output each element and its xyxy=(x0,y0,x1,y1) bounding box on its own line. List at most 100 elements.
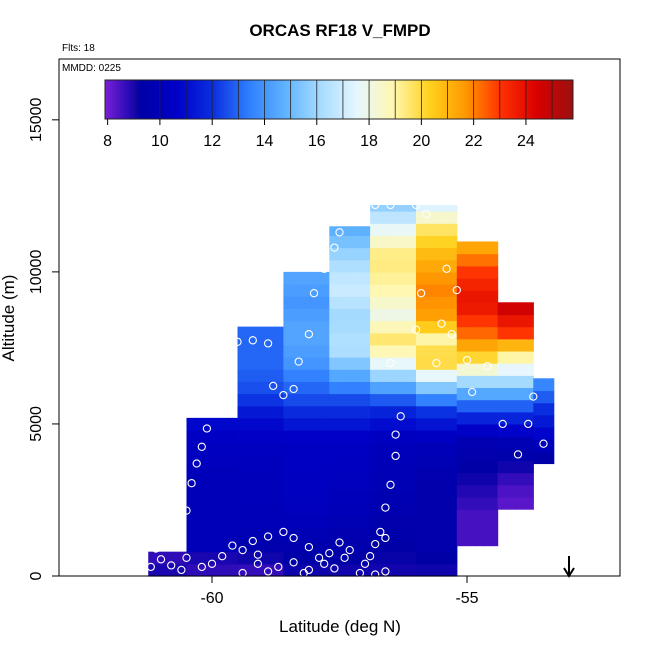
heatmap-cell xyxy=(406,551,417,565)
heatmap-cell xyxy=(366,320,371,334)
heatmap-cell xyxy=(347,442,358,455)
heatmap-cell xyxy=(186,466,197,480)
heatmap-cell xyxy=(443,563,454,577)
heatmap-cell xyxy=(246,442,257,455)
heatmap-cell xyxy=(329,563,340,577)
heatmap-cell xyxy=(379,466,390,480)
heatmap-cell xyxy=(338,503,349,516)
heatmap-cell xyxy=(356,515,367,528)
heatmap-cell xyxy=(533,439,544,452)
heatmap-cell xyxy=(320,369,330,382)
heatmap-cell xyxy=(397,527,408,541)
heatmap-cell xyxy=(416,271,426,285)
heatmap-cell xyxy=(452,515,458,528)
heatmap-cell xyxy=(456,265,467,279)
heatmap-cell xyxy=(484,387,495,401)
heatmap-cell xyxy=(223,563,233,577)
heatmap-cell xyxy=(370,344,380,358)
heatmap-cell xyxy=(388,478,399,492)
heatmap-cell xyxy=(292,308,303,322)
heatmap-cell xyxy=(356,332,367,346)
heatmap-cell xyxy=(434,296,445,309)
heatmap-cell xyxy=(416,296,426,309)
heatmap-cell xyxy=(186,527,197,541)
heatmap-cell xyxy=(551,414,555,428)
heatmap-cell xyxy=(506,387,517,401)
heatmap-cell xyxy=(246,490,257,504)
observation-point xyxy=(345,209,354,219)
heatmap-cell xyxy=(388,235,399,249)
heatmap-cell xyxy=(456,338,467,352)
heatmap-cell xyxy=(425,393,435,407)
heatmap-cell xyxy=(274,417,284,431)
y-tick-label: 15000 xyxy=(28,97,45,142)
heatmap-cell xyxy=(255,326,266,334)
heatmap-cell xyxy=(320,515,330,528)
heatmap-cell xyxy=(195,551,206,565)
heatmap-cell xyxy=(497,375,508,389)
heatmap-cell xyxy=(388,503,399,516)
observation-point xyxy=(161,532,171,541)
heatmap-cell xyxy=(484,484,495,498)
heatmap-cell xyxy=(525,302,534,316)
heatmap-cell xyxy=(397,490,408,504)
observation-point xyxy=(442,264,451,273)
heatmap-cell xyxy=(397,405,408,419)
observation-point xyxy=(156,555,166,564)
heatmap-cell xyxy=(274,454,284,468)
heatmap-cell xyxy=(456,533,467,547)
heatmap-cell xyxy=(320,490,330,504)
heatmap-cell xyxy=(356,284,367,297)
heatmap-cell xyxy=(379,308,390,322)
heatmap-cell xyxy=(452,430,458,443)
observation-point xyxy=(177,533,186,543)
heatmap-cell xyxy=(301,430,312,443)
heatmap-cell xyxy=(186,539,197,553)
heatmap-cell xyxy=(366,515,371,528)
heatmap-cell xyxy=(237,393,248,407)
heatmap-cell xyxy=(397,417,408,431)
heatmap-cell xyxy=(366,284,371,297)
heatmap-cell xyxy=(406,417,417,431)
heatmap-cell xyxy=(416,527,426,541)
heatmap-cell xyxy=(379,296,390,309)
heatmap-cell xyxy=(204,527,215,541)
heatmap-cell xyxy=(515,302,526,316)
heatmap-cell xyxy=(497,338,508,352)
heatmap-cell xyxy=(416,551,426,565)
heatmap-cell xyxy=(434,259,445,273)
heatmap-cell xyxy=(186,478,197,492)
observation-point xyxy=(422,209,431,219)
heatmap-cell xyxy=(388,344,399,358)
observation-point xyxy=(192,459,201,468)
heatmap-cell xyxy=(452,381,458,395)
heatmap-cell xyxy=(347,551,358,565)
heatmap-cell xyxy=(283,478,294,492)
heatmap-cell xyxy=(370,454,380,468)
heatmap-cell xyxy=(329,296,340,309)
heatmap-cell xyxy=(506,448,517,462)
heatmap-cell xyxy=(214,478,224,492)
heatmap-cell xyxy=(434,417,445,431)
heatmap-cell xyxy=(397,515,408,528)
heatmap-cell xyxy=(283,466,294,480)
heatmap-cell xyxy=(434,332,445,346)
heatmap-cell xyxy=(301,308,312,322)
heatmap-cell xyxy=(525,314,534,328)
heatmap-cell xyxy=(416,332,426,346)
heatmap-cell xyxy=(246,357,257,370)
heatmap-cell xyxy=(301,357,312,370)
heatmap-cell xyxy=(255,417,266,431)
heatmap-cell xyxy=(347,478,358,492)
heatmap-cell xyxy=(493,375,499,389)
heatmap-cell xyxy=(388,393,399,407)
heatmap-cell xyxy=(443,490,454,504)
heatmap-cell xyxy=(310,405,321,419)
heatmap-cell xyxy=(338,357,349,370)
heatmap-cell xyxy=(338,296,349,309)
heatmap-cell xyxy=(379,563,390,577)
heatmap-cell xyxy=(370,551,380,565)
heatmap-cell xyxy=(379,478,390,492)
heatmap-cell xyxy=(406,332,417,346)
heatmap-cell xyxy=(265,344,275,358)
